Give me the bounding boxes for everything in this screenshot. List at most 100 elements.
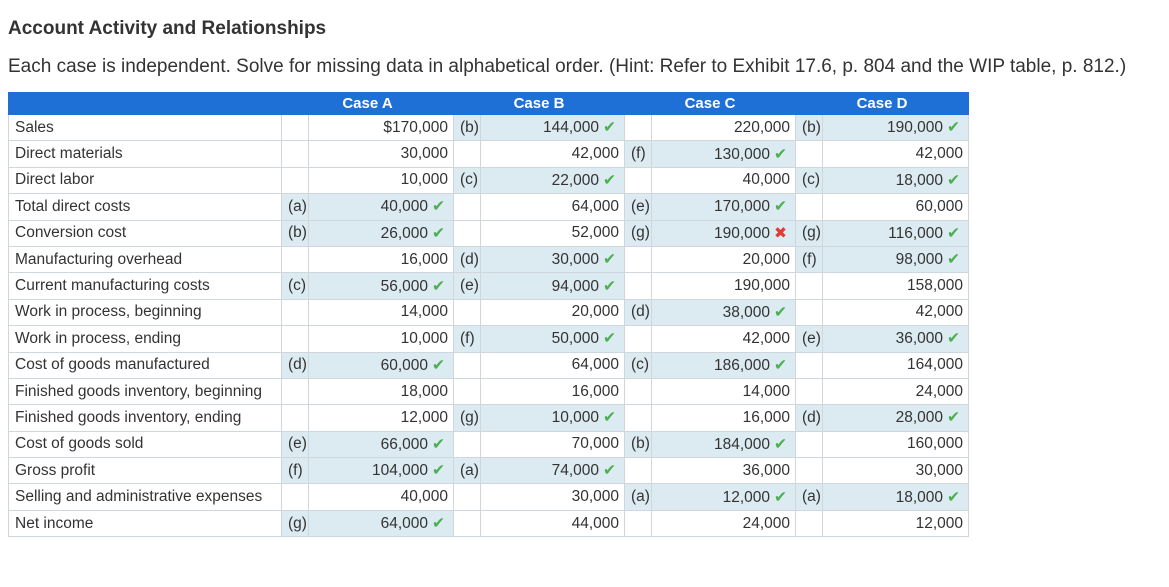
case-b-value: 50,000 [551, 330, 599, 348]
case-b-value: 16,000 [571, 382, 619, 400]
case-c-value: 38,000 [722, 303, 770, 321]
case-b-letter: (f) [453, 325, 481, 353]
case-c-value: 42,000 [742, 329, 790, 347]
case-c-value: 184,000 [713, 435, 770, 453]
case-a-letter [281, 325, 309, 353]
case-d-value: 30,000 [915, 461, 963, 479]
checkmark-icon: ✔ [432, 462, 445, 480]
case-c-value: 170,000 [713, 198, 770, 216]
case-d-letter: (b) [795, 113, 823, 142]
case-a-letter: (e) [281, 430, 309, 459]
case-b-letter [453, 351, 481, 379]
case-a-value-cell[interactable]: 60,000 ✔ [308, 351, 454, 379]
case-b-value-cell[interactable]: 94,000 ✔ [480, 272, 625, 300]
case-b-letter [453, 377, 481, 406]
case-d-value-cell[interactable]: 18,000 ✔ [822, 166, 969, 195]
case-c-value: 130,000 [713, 145, 770, 163]
case-b-letter [453, 298, 481, 327]
row-label: Gross profit [8, 457, 282, 485]
checkmark-icon: ✔ [774, 145, 787, 163]
case-c-value: 40,000 [742, 171, 790, 189]
case-a-value: 40,000 [400, 488, 448, 506]
case-b-value-cell: 52,000 [480, 219, 625, 247]
cross-icon: ✖ [774, 224, 787, 242]
case-c-value-cell[interactable]: 170,000 ✔ [651, 193, 796, 221]
checkmark-icon: ✔ [774, 198, 787, 216]
case-a-value-cell[interactable]: 66,000 ✔ [308, 430, 454, 459]
case-d-value-cell: 158,000 [822, 272, 969, 300]
case-a-value-cell[interactable]: 56,000 ✔ [308, 272, 454, 300]
case-a-value-cell: $170,000 [308, 113, 454, 142]
row-label: Sales [8, 113, 282, 142]
case-a-letter [281, 113, 309, 142]
table-row: Sales $170,000 (b) 144,000 ✔ 220,000 (b) 190,00… [8, 113, 969, 142]
case-c-letter [624, 457, 652, 485]
header-case-a: Case A [281, 92, 454, 115]
table-row: Conversion cost (b) 26,000 ✔ 52,000 (g) 190,00… [8, 219, 969, 247]
checkmark-icon: ✔ [603, 251, 616, 269]
case-a-value-cell: 16,000 [308, 245, 454, 274]
case-b-letter [453, 140, 481, 168]
case-a-value-cell[interactable]: 104,000 ✔ [308, 457, 454, 485]
checkmark-icon: ✔ [947, 488, 960, 506]
case-a-value-cell: 10,000 [308, 325, 454, 353]
case-a-value: 16,000 [400, 250, 448, 268]
case-a-letter: (a) [281, 193, 309, 221]
case-b-letter [453, 193, 481, 221]
case-d-value-cell[interactable]: 28,000 ✔ [822, 404, 969, 432]
checkmark-icon: ✔ [774, 356, 787, 374]
case-c-value-cell: 24,000 [651, 509, 796, 538]
case-b-value-cell[interactable]: 74,000 ✔ [480, 457, 625, 485]
row-label: Manufacturing overhead [8, 245, 282, 274]
case-d-value-cell[interactable]: 98,000 ✔ [822, 245, 969, 274]
checkmark-icon: ✔ [603, 462, 616, 480]
case-c-value-cell[interactable]: 130,000 ✔ [651, 140, 796, 168]
case-b-value: 94,000 [551, 277, 599, 295]
row-label: Direct materials [8, 140, 282, 168]
case-c-value-cell[interactable]: 186,000 ✔ [651, 351, 796, 379]
case-d-letter: (f) [795, 245, 823, 274]
case-a-value-cell[interactable]: 26,000 ✔ [308, 219, 454, 247]
case-b-value-cell[interactable]: 30,000 ✔ [480, 245, 625, 274]
checkmark-icon: ✔ [947, 119, 960, 137]
case-c-value-cell[interactable]: 38,000 ✔ [651, 298, 796, 327]
case-d-letter [795, 298, 823, 327]
case-a-letter [281, 298, 309, 327]
case-b-value: 64,000 [571, 197, 619, 215]
case-d-letter [795, 193, 823, 221]
case-c-value-cell: 20,000 [651, 245, 796, 274]
case-d-letter [795, 430, 823, 459]
table-body: Sales $170,000 (b) 144,000 ✔ 220,000 (b) 190,00… [8, 113, 969, 538]
checkmark-icon: ✔ [603, 119, 616, 137]
case-a-value: 40,000 [380, 198, 428, 216]
case-d-letter [795, 457, 823, 485]
case-d-value-cell: 42,000 [822, 140, 969, 168]
case-c-value-cell[interactable]: 190,000 ✖ [651, 219, 796, 247]
case-b-value-cell: 64,000 [480, 351, 625, 379]
case-d-value-cell[interactable]: 116,000 ✔ [822, 219, 969, 247]
table-row: Finished goods inventory, ending 12,000 (g… [8, 404, 969, 432]
case-a-value-cell[interactable]: 64,000 ✔ [308, 509, 454, 538]
case-b-value: 144,000 [542, 119, 599, 137]
case-d-letter: (a) [795, 483, 823, 511]
case-c-value-cell[interactable]: 12,000 ✔ [651, 483, 796, 511]
case-b-value-cell[interactable]: 50,000 ✔ [480, 325, 625, 353]
case-b-value-cell[interactable]: 144,000 ✔ [480, 113, 625, 142]
row-label: Work in process, ending [8, 325, 282, 353]
case-b-value-cell[interactable]: 10,000 ✔ [480, 404, 625, 432]
case-b-value-cell: 70,000 [480, 430, 625, 459]
case-d-value: 28,000 [895, 409, 943, 427]
case-b-value-cell[interactable]: 22,000 ✔ [480, 166, 625, 195]
case-c-value-cell[interactable]: 184,000 ✔ [651, 430, 796, 459]
case-c-value-cell: 220,000 [651, 113, 796, 142]
case-d-value-cell: 24,000 [822, 377, 969, 406]
case-c-letter: (c) [624, 351, 652, 379]
case-d-value-cell[interactable]: 190,000 ✔ [822, 113, 969, 142]
case-a-value-cell[interactable]: 40,000 ✔ [308, 193, 454, 221]
case-a-value: 26,000 [380, 224, 428, 242]
case-d-value-cell[interactable]: 36,000 ✔ [822, 325, 969, 353]
case-d-value-cell[interactable]: 18,000 ✔ [822, 483, 969, 511]
checkmark-icon: ✔ [774, 435, 787, 453]
case-b-value-cell: 42,000 [480, 140, 625, 168]
account-activity-table: Case A Case B Case C Case D Sales $170,00… [8, 92, 969, 538]
